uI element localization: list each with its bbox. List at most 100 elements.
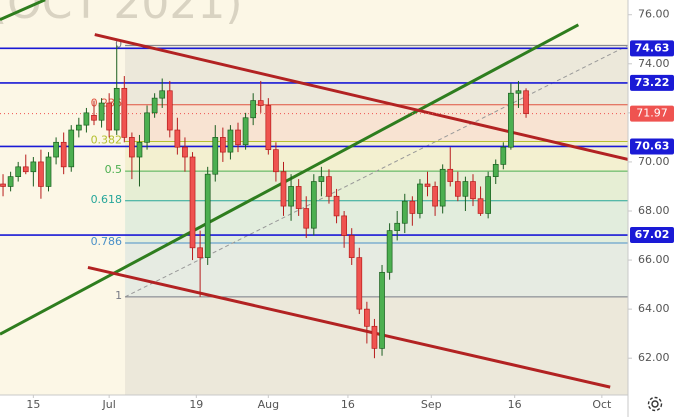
candle-body <box>174 129 181 148</box>
candle-body <box>477 198 484 214</box>
candle-body <box>515 90 522 94</box>
candle-body <box>364 308 370 327</box>
candle-body <box>235 129 241 146</box>
candle-body <box>462 181 469 197</box>
candle-body <box>432 186 438 207</box>
price-axis-background <box>628 0 680 417</box>
candle-body <box>250 100 257 119</box>
x-tick-label: Sep <box>421 398 442 411</box>
fib-label: 0.618 <box>91 193 123 206</box>
candle-body <box>500 146 507 165</box>
candle-body <box>166 90 173 131</box>
y-tick-label: 76.00 <box>638 8 670 21</box>
candle-body <box>508 92 514 148</box>
candle-body <box>212 137 219 175</box>
candle-body <box>159 90 166 99</box>
candle-body <box>113 87 120 131</box>
level-label: 70.63 <box>635 139 670 152</box>
candle-body <box>341 215 347 236</box>
candle-body <box>424 183 431 187</box>
x-tick-label: Aug <box>258 398 279 411</box>
level-label: 67.02 <box>635 228 670 241</box>
level-label: 73.22 <box>635 76 670 89</box>
candle-body <box>447 168 454 182</box>
trend-line <box>0 23 580 336</box>
candle-body <box>394 222 401 231</box>
y-tick-label: 68.00 <box>638 204 670 217</box>
trend-line <box>94 33 628 161</box>
x-tick-label: 16 <box>341 398 355 411</box>
candle-body <box>280 171 287 207</box>
fib-band <box>125 104 628 142</box>
candle-body <box>151 97 158 114</box>
candle-body <box>348 235 355 258</box>
level-label-box <box>630 227 674 244</box>
candle-body <box>53 141 59 158</box>
candle-body <box>310 181 317 229</box>
last-price-box <box>630 105 674 122</box>
fib-band <box>125 45 628 105</box>
candle-body <box>197 247 203 258</box>
candle-body <box>333 195 340 217</box>
candle-body <box>220 137 226 153</box>
x-tick-label: Jul <box>102 398 116 411</box>
candle-body <box>470 181 476 200</box>
candle-body <box>288 186 294 207</box>
candle-body <box>91 114 97 121</box>
last-price-label: 71.97 <box>636 107 668 120</box>
candle-body <box>303 208 310 229</box>
candle-body <box>189 156 196 249</box>
settings-icon[interactable] <box>647 396 663 412</box>
candle-body <box>45 156 52 187</box>
watermark: (OCT 2021) <box>0 0 243 29</box>
candle-body <box>83 112 90 126</box>
y-tick-label: 70.00 <box>638 155 670 168</box>
x-tick-label: Oct <box>592 398 612 411</box>
candle-body <box>409 200 416 214</box>
candle-body <box>136 141 143 158</box>
candle-body <box>227 129 234 153</box>
candle-body <box>318 176 325 182</box>
candle-body <box>356 257 363 310</box>
candle-body <box>401 200 408 224</box>
candle-body <box>242 117 249 146</box>
candle-body <box>121 87 128 138</box>
candle-body <box>379 271 385 349</box>
y-tick-label: 66.00 <box>638 253 670 266</box>
candle-body <box>485 176 491 214</box>
candle-body <box>273 149 279 173</box>
y-tick-label: 74.00 <box>638 57 670 70</box>
candle-body <box>60 141 67 168</box>
candle-body <box>257 100 264 106</box>
fib-label: 1 <box>115 289 122 302</box>
level-label-box <box>630 138 674 155</box>
fib-label: 0 <box>115 37 122 50</box>
candle-body <box>22 166 29 173</box>
candle-body <box>98 102 105 121</box>
fib-label: 0.382 <box>91 133 123 146</box>
y-tick-label: 62.00 <box>638 351 670 364</box>
candle-body <box>204 173 211 258</box>
candle-body <box>492 164 499 177</box>
candle-body <box>386 230 393 273</box>
candle-body <box>0 183 6 187</box>
level-label-box <box>630 74 674 91</box>
candle-body <box>371 325 378 349</box>
x-tick-label: 16 <box>508 398 522 411</box>
level-label-box <box>630 40 674 57</box>
candle-body <box>523 90 529 114</box>
candle-body <box>75 124 82 131</box>
candle-body <box>439 168 446 207</box>
fib-label: 0.786 <box>91 235 123 248</box>
fib-label: 0.5 <box>105 163 123 176</box>
candle-body <box>15 166 22 177</box>
candle-body <box>265 105 272 151</box>
candle-body <box>30 161 37 173</box>
candle-body <box>38 161 44 187</box>
trend-line <box>0 0 46 21</box>
time-axis-background <box>0 395 628 417</box>
level-label: 74.63 <box>635 41 670 54</box>
